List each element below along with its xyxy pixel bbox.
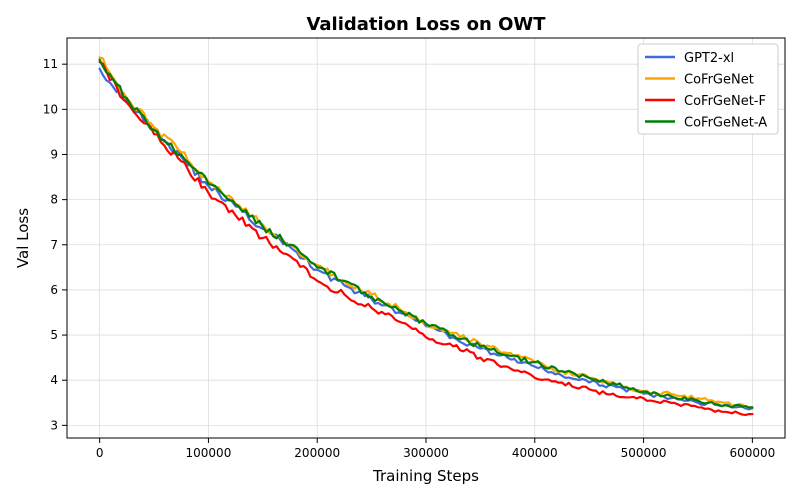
legend-box [637,43,779,135]
y-tick-label: 11 [43,57,58,71]
x-tick-label: 300000 [403,446,449,460]
chart-title: Validation Loss on OWT [306,14,546,35]
y-tick-label: 5 [50,328,58,342]
series-layer [98,56,754,417]
legend-label-gpt2-xl: GPT2-xl [684,51,734,66]
x-tick-label: 0 [96,446,104,460]
series-line-gpt2-xl [98,67,754,411]
x-tick-label: 600000 [729,446,775,460]
x-tick-label: 100000 [186,446,232,460]
x-tick-label: 500000 [621,446,667,460]
x-tick-label: 400000 [512,446,558,460]
y-axis: 3 4 5 6 7 8 9 10 11 [43,57,67,432]
legend-label-cofrgenet-a: CoFrGeNet-A [684,116,767,131]
x-axis: 0 100000 200000 300000 400000 500000 600000 [96,438,775,460]
legend-label-cofrgenet-f: CoFrGeNet-F [684,94,766,109]
legend-label-cofrgenet: CoFrGeNet [684,73,754,88]
y-tick-label: 8 [50,193,58,207]
x-axis-label: Training Steps [372,467,479,485]
y-tick-label: 4 [50,373,58,387]
series-line-cofrgenet-f [98,60,754,417]
series-line-cofrgenet-a [98,58,754,409]
x-tick-label: 200000 [294,446,340,460]
y-tick-label: 10 [43,102,58,116]
y-tick-label: 7 [50,238,58,252]
y-tick-label: 9 [50,147,58,161]
legend: GPT2-xl CoFrGeNet CoFrGeNet-F CoFrGeNet-A [637,43,779,135]
y-axis-label: Val Loss [14,208,32,268]
y-tick-label: 3 [50,418,58,432]
y-tick-label: 6 [50,283,58,297]
